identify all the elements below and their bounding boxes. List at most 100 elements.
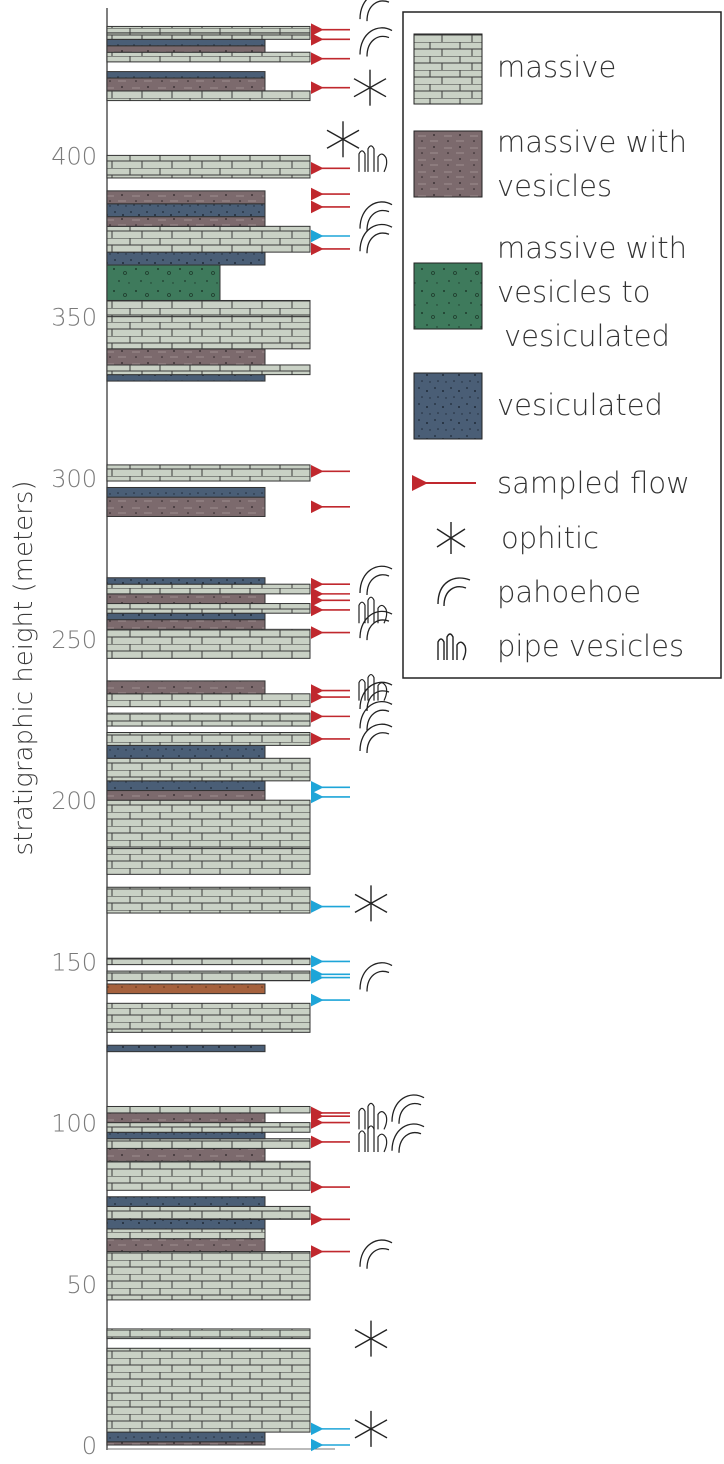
lithology-unit-massive xyxy=(106,1205,311,1220)
pahoehoe-symbol xyxy=(359,565,393,595)
lithology-unit-massive-vesicles xyxy=(106,790,266,801)
lithology-unit-massive-vesicles xyxy=(106,190,266,205)
pahoehoe-symbol xyxy=(359,701,393,731)
lithology-unit-vesiculated xyxy=(106,1131,266,1140)
lithology-unit-massive xyxy=(106,1138,311,1149)
ophitic-symbol xyxy=(353,69,387,106)
sampled-flow-arrows xyxy=(310,23,350,1452)
lithology-unit-massive xyxy=(106,583,311,595)
legend-label-vesiculated: vesiculated xyxy=(497,388,663,422)
lithology-unit-massive-vesicles xyxy=(106,1112,266,1124)
y-tick-labels: 0 50 100 150 200 250 300 350 400 xyxy=(51,142,97,1460)
pipe-vesicles-symbol xyxy=(358,145,388,173)
y-tick-label: 400 xyxy=(51,142,97,170)
texture-symbols xyxy=(326,0,425,1447)
lithology-unit-massive xyxy=(106,799,311,850)
lithology-unit-massive-vesicles xyxy=(106,1238,266,1253)
lithology-unit-massive xyxy=(106,154,311,179)
legend-label-pahoehoe: pahoehoe xyxy=(497,575,641,609)
legend-label-mvv-1: massive with xyxy=(497,231,687,265)
pahoehoe-symbol xyxy=(391,1123,425,1153)
pahoehoe-symbol xyxy=(359,223,393,254)
lithology-unit-massive xyxy=(106,1347,311,1433)
lithology-unit-massive xyxy=(106,1122,311,1133)
lithology-unit-massive-vesicles xyxy=(106,77,266,92)
lithology-unit-massive xyxy=(106,886,311,914)
lithology-unit-massive xyxy=(106,628,311,659)
lithology-unit-massive xyxy=(106,51,311,63)
pahoehoe-symbol xyxy=(359,723,393,753)
lithology-unit-massive-vesicles xyxy=(106,619,266,630)
lithology-unit-massive xyxy=(106,464,311,482)
lithology-unit-vesiculated xyxy=(106,612,266,621)
lithology-unit-massive-vesicles xyxy=(106,593,266,605)
legend-swatch-massive-vesicles xyxy=(413,130,483,198)
legend-label-massive: massive xyxy=(497,50,616,84)
lithology-unit-massive-to-vesiculated xyxy=(106,264,221,301)
y-tick-label: 100 xyxy=(51,1110,97,1138)
legend-label-pipe-vesicles: pipe vesicles xyxy=(497,629,684,663)
y-tick-label: 300 xyxy=(51,465,97,493)
legend: massive massive with vesicles massive wi… xyxy=(402,11,722,679)
pahoehoe-symbol xyxy=(359,201,393,231)
lithology-unit-massive xyxy=(106,32,311,40)
pipe-vesicles-icon xyxy=(437,633,467,661)
pipe-vesicles-symbol xyxy=(358,674,388,701)
lithology-unit-massive xyxy=(106,848,311,875)
lithology-unit-massive xyxy=(106,316,311,350)
lithology-unit-massive xyxy=(106,299,311,318)
lithology-unit-massive xyxy=(106,25,311,34)
lithology-unit-massive xyxy=(106,90,311,102)
y-tick-label: 150 xyxy=(51,948,97,976)
lithology-unit-vesiculated xyxy=(106,744,266,759)
lithology-unit-massive xyxy=(106,957,311,966)
lithology-unit-vesiculated xyxy=(106,251,266,266)
lithology-unit-massive xyxy=(106,1105,311,1114)
y-tick-label: 0 xyxy=(82,1432,97,1460)
pipe-vesicles-symbol xyxy=(358,1102,388,1130)
y-tick-label: 200 xyxy=(51,787,97,815)
pahoehoe-symbol xyxy=(391,1094,425,1124)
lithology-unit-massive xyxy=(106,970,311,982)
lithology-unit-massive-vesicles xyxy=(106,1147,266,1162)
pahoehoe-symbol xyxy=(359,0,390,22)
lithology-unit-vesiculated xyxy=(106,780,266,792)
lithology-unit-massive xyxy=(106,603,311,614)
legend-label-mvv-2: vesicles to xyxy=(497,275,650,309)
lithology-unit-massive xyxy=(106,364,311,376)
lithology-unit-vesiculated xyxy=(106,1218,266,1230)
lithology-unit-massive-vesicles xyxy=(106,216,266,227)
lithology-unit-massive xyxy=(106,1160,311,1191)
legend-swatch-vesiculated xyxy=(413,372,483,440)
legend-swatch-massive xyxy=(413,33,483,105)
y-axis-title: stratigraphic height (meters) xyxy=(9,480,39,855)
legend-swatch-massive-to-vesiculated xyxy=(413,262,483,330)
lithology-unit-massive xyxy=(106,757,311,782)
pahoehoe-icon xyxy=(437,577,471,607)
lithology-unit-massive xyxy=(106,1328,311,1340)
ophitic-symbol xyxy=(326,121,360,158)
legend-label-mvv-3: vesiculated xyxy=(504,319,670,353)
legend-frame xyxy=(402,11,722,679)
lithology-unit-vesiculated xyxy=(106,71,266,79)
y-tick-label: 350 xyxy=(51,304,97,332)
lithology-unit-vesiculated xyxy=(106,1044,266,1053)
lithology-unit-vesiculated xyxy=(106,1431,266,1443)
lithology-unit-vesiculated xyxy=(106,203,266,218)
ophitic-symbol xyxy=(354,1410,388,1447)
y-tick-label: 50 xyxy=(66,1271,97,1299)
y-tick-label: 250 xyxy=(51,626,97,654)
lithology-unit-massive xyxy=(106,1228,266,1240)
ophitic-symbol xyxy=(354,885,388,922)
lithology-unit-massive xyxy=(106,1251,311,1301)
lithology-unit-massive-vesicles xyxy=(106,496,266,517)
lithology-unit-massive xyxy=(106,712,311,727)
lithology-unit-vesiculated xyxy=(106,374,266,382)
lithology-unit-massive-vesicles xyxy=(106,348,266,366)
legend-label-massive-vesicles-2: vesicles xyxy=(497,169,612,203)
lithology-unit-orange xyxy=(106,983,266,995)
pahoehoe-symbol xyxy=(359,27,393,57)
lithology-unit-vesiculated xyxy=(106,38,266,47)
pipe-vesicles-symbol xyxy=(358,596,388,624)
